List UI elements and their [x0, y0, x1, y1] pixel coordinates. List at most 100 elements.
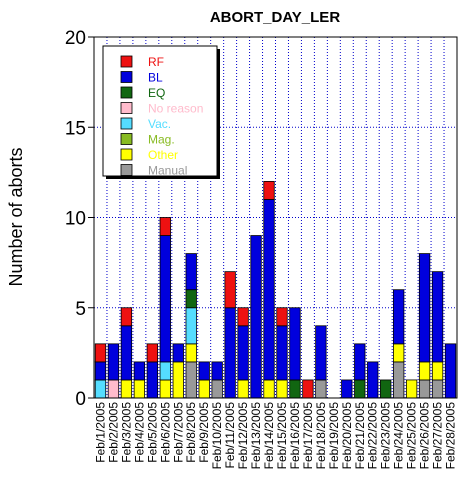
bar-segment	[237, 379, 249, 399]
bar-segment	[276, 325, 288, 381]
bar-segment	[107, 343, 120, 381]
bar-segment	[367, 361, 379, 399]
bar-segment	[418, 253, 431, 363]
x-tick-label: Feb/10/2005	[210, 402, 224, 470]
x-tick-label: Feb/17/2005	[301, 402, 315, 470]
bar-segment	[431, 379, 444, 399]
x-tick-label: Feb/23/2005	[379, 402, 393, 470]
legend-label: Manual	[148, 164, 187, 178]
y-tick-label: 0	[75, 389, 86, 410]
x-tick-label: Feb/15/2005	[275, 402, 289, 470]
x-tick-label: Feb/21/2005	[353, 402, 367, 470]
x-tick-label: Feb/5/2005	[145, 402, 159, 463]
legend-label: EQ	[148, 86, 165, 100]
x-tick-label: Feb/9/2005	[197, 402, 211, 463]
x-tick-label: Feb/11/2005	[223, 402, 237, 469]
y-axis-ticks: 0 5 10 15 20	[65, 28, 94, 410]
bar-segment	[405, 379, 418, 399]
bar-segment	[133, 379, 146, 399]
x-tick-label: Feb/22/2005	[366, 402, 380, 470]
bar-segment	[237, 325, 249, 381]
legend-label: BL	[148, 71, 163, 85]
bar-segment	[211, 379, 223, 399]
x-tick-label: Feb/14/2005	[262, 402, 276, 470]
bar-segment	[224, 307, 236, 399]
bar-segment	[120, 325, 133, 381]
bar-segment	[172, 343, 184, 363]
bar-segment	[393, 289, 405, 345]
x-tick-label: Feb/13/2005	[249, 402, 263, 470]
legend-label: Mag.	[148, 133, 175, 147]
bar-segment	[94, 343, 107, 363]
bar-segment	[418, 379, 431, 399]
legend-label: RF	[148, 55, 164, 69]
legend-label: No reason	[148, 102, 203, 116]
x-tick-label: Feb/28/2005	[444, 402, 458, 470]
bar-segment	[315, 325, 327, 381]
x-axis-ticks: Feb/1/2005Feb/2/2005Feb/3/2005Feb/4/2005…	[93, 402, 457, 470]
bar-segment	[94, 379, 107, 399]
x-tick-label: Feb/7/2005	[171, 402, 185, 463]
bar-segment	[418, 361, 431, 381]
bar-segment	[444, 343, 457, 399]
bar-segment	[172, 361, 184, 399]
x-tick-label: Feb/4/2005	[132, 402, 146, 463]
bar-segment	[237, 307, 249, 327]
x-tick-label: Feb/12/2005	[236, 402, 250, 470]
x-tick-label: Feb/6/2005	[158, 402, 172, 463]
legend-swatch	[120, 148, 133, 161]
x-tick-label: Feb/25/2005	[405, 402, 419, 470]
bar-segment	[276, 307, 288, 327]
y-tick-label: 5	[75, 299, 86, 320]
bar-segment	[315, 379, 327, 399]
bar-segment	[393, 361, 405, 399]
legend-swatch	[120, 102, 133, 114]
y-tick-label: 15	[65, 118, 86, 139]
bar-segment	[185, 253, 197, 291]
bar-segment	[159, 235, 171, 363]
bar-segment	[120, 307, 133, 327]
bar-segment	[120, 379, 133, 399]
bar-segment	[198, 379, 210, 399]
bar-segment	[263, 180, 275, 200]
bar-segment	[107, 379, 120, 399]
bar-segment	[393, 343, 405, 363]
legend-swatch	[120, 71, 133, 83]
bar-segment	[159, 217, 171, 236]
bar-segment	[146, 343, 158, 363]
x-tick-label: Feb/20/2005	[340, 402, 354, 470]
bar-segment	[159, 379, 171, 399]
y-tick-label: 20	[65, 28, 86, 49]
bar-segment	[94, 361, 107, 381]
legend-swatch	[120, 55, 133, 68]
bar-segment	[289, 307, 301, 381]
bar-segment	[263, 379, 275, 399]
x-tick-label: Feb/1/2005	[93, 402, 107, 463]
bar-segment	[431, 361, 444, 381]
x-tick-label: Feb/3/2005	[119, 402, 133, 463]
bar-segment	[354, 379, 366, 399]
x-tick-label: Feb/8/2005	[184, 402, 198, 463]
bar-segment	[380, 379, 392, 399]
legend-label: Vac.	[148, 117, 171, 131]
y-axis-label: Number of aborts	[6, 147, 26, 286]
x-tick-label: Feb/16/2005	[288, 402, 302, 470]
bar-segment	[185, 361, 197, 399]
bar-segment	[341, 379, 353, 399]
y-tick-label: 10	[65, 209, 86, 230]
bar-segment	[133, 361, 146, 381]
legend-swatch	[120, 86, 133, 99]
bar-segment	[224, 271, 236, 309]
bar-segment	[250, 235, 262, 399]
chart-title: ABORT_DAY_LER	[210, 9, 340, 26]
bar-segment	[354, 343, 366, 381]
x-tick-label: Feb/18/2005	[314, 402, 328, 470]
legend-swatch	[120, 164, 133, 176]
bar-segment	[211, 361, 223, 381]
legend-swatch	[120, 117, 133, 130]
bar-segment	[431, 271, 444, 363]
bar-segment	[302, 379, 314, 399]
bar-segment	[276, 379, 288, 399]
bar-segment	[185, 289, 197, 309]
